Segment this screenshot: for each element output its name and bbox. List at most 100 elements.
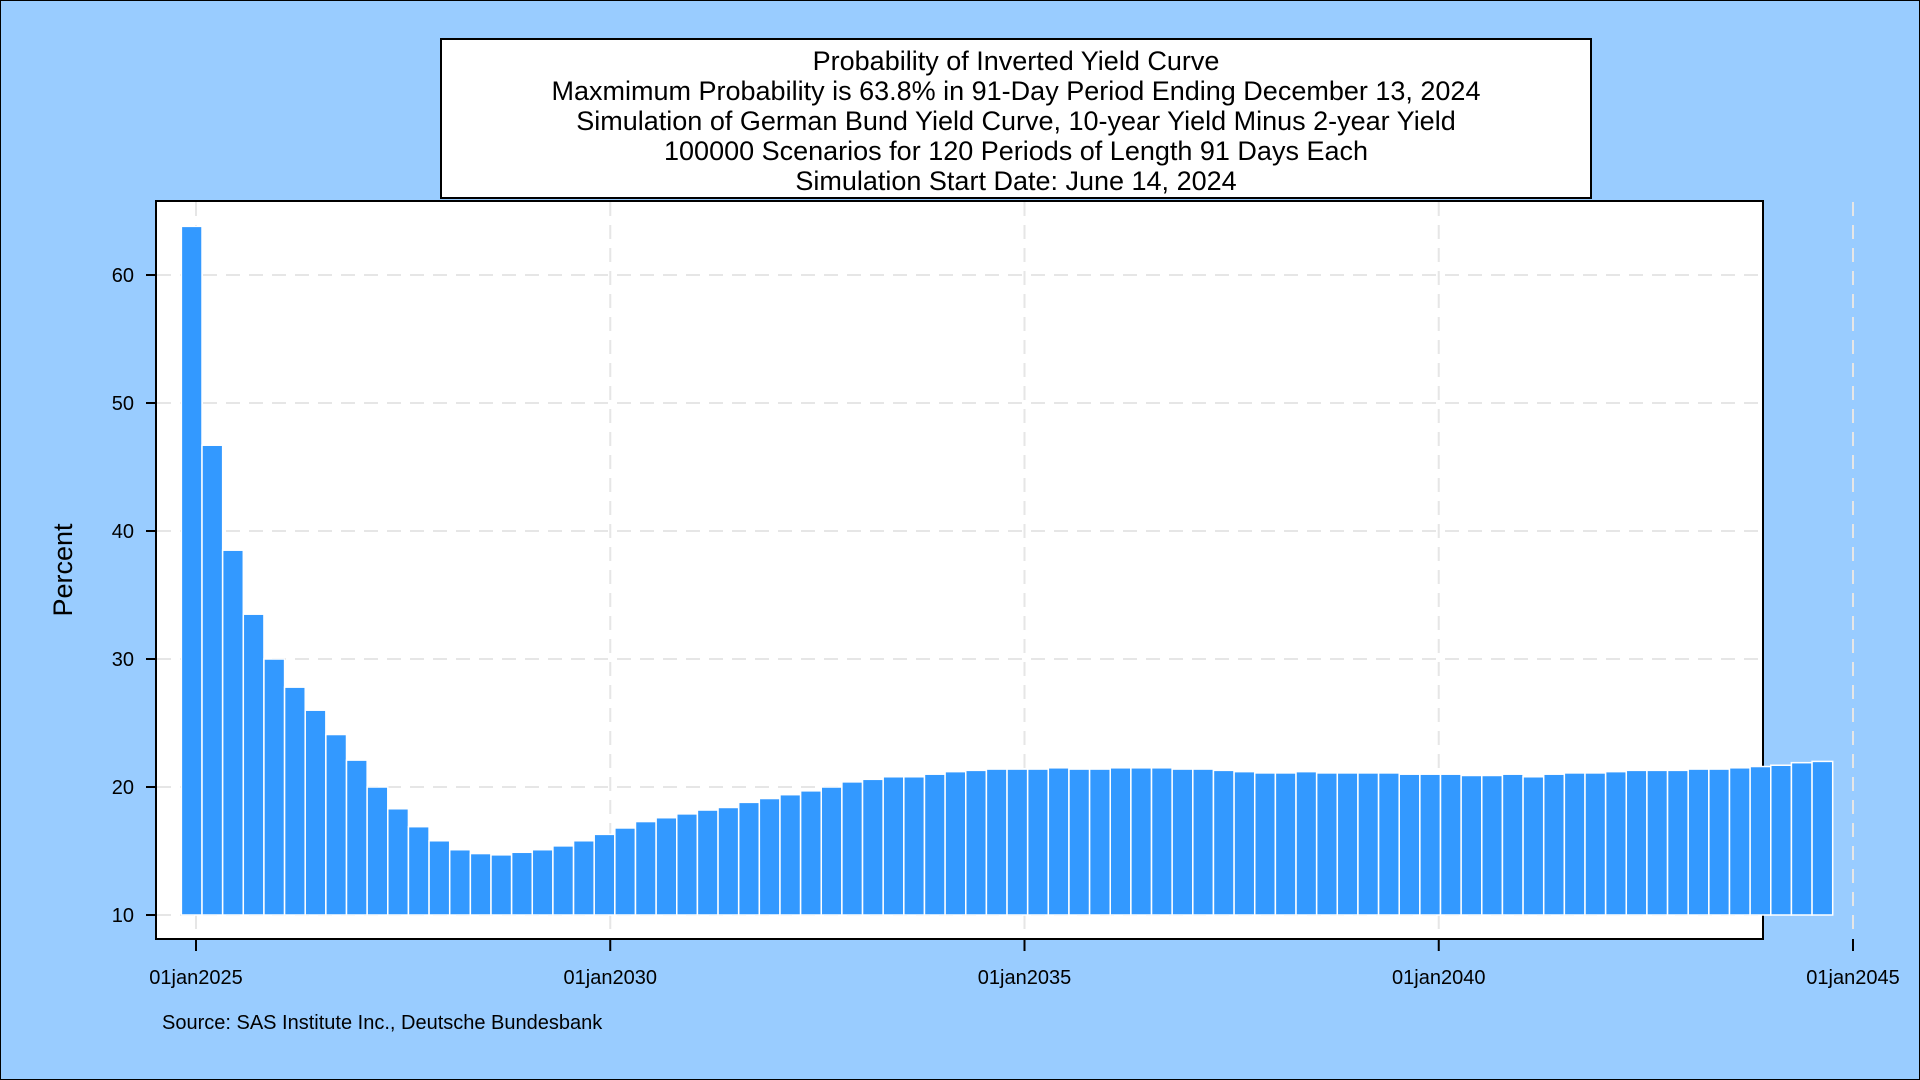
bar (1357, 772, 1380, 916)
chart-subtitle-simulation: Simulation of German Bund Yield Curve, 1… (576, 106, 1456, 136)
bar (1563, 772, 1586, 916)
x-axis: 01jan2025 01jan2030 01jan2035 01jan2040 01ja… (149, 939, 1900, 989)
bar (1253, 772, 1277, 916)
bar (1398, 773, 1421, 916)
bar (1460, 774, 1483, 916)
x-tick-label: 01jan2025 (149, 967, 242, 989)
bar (1192, 768, 1215, 916)
y-tick-label: 10 (112, 905, 134, 927)
bar (1109, 767, 1132, 916)
source-note: Source: SAS Institute Inc., Deutsche Bun… (162, 1012, 603, 1034)
bar (737, 801, 761, 916)
bar (448, 848, 472, 916)
bar (1419, 773, 1442, 916)
chart-subtitle-max-probability: Maxmimum Probability is 63.8% in 91-Day … (551, 76, 1481, 106)
bar (655, 816, 678, 916)
bar (242, 613, 265, 916)
bar (923, 773, 946, 916)
bar (387, 808, 410, 916)
bar (1501, 773, 1524, 916)
bar (696, 809, 719, 916)
y-axis: 10 20 30 40 50 60 (112, 265, 156, 927)
bar (1150, 767, 1173, 916)
bar (1295, 770, 1318, 916)
bar (221, 549, 245, 916)
bar (510, 851, 534, 916)
x-tick-label: 01jan2030 (564, 967, 657, 989)
bar (903, 776, 926, 916)
bar (676, 813, 699, 916)
bar (1584, 772, 1607, 916)
bar (841, 781, 864, 916)
bar (1522, 776, 1545, 916)
bar (820, 786, 843, 916)
bar (428, 840, 451, 916)
bar (572, 840, 595, 916)
bar (469, 852, 492, 916)
bar (593, 833, 616, 916)
y-tick-label: 60 (112, 265, 134, 287)
y-axis-label: Percent (48, 523, 78, 617)
chart-title: Probability of Inverted Yield Curve (812, 46, 1220, 76)
bar (325, 733, 348, 916)
y-tick-label: 40 (112, 521, 134, 543)
bar (1130, 767, 1153, 916)
bar (1006, 768, 1029, 916)
bar (1233, 770, 1256, 916)
bar (717, 806, 740, 916)
bar (1274, 772, 1297, 916)
bar (490, 854, 513, 916)
bar (1377, 772, 1400, 916)
x-tick-label: 01jan2040 (1392, 967, 1485, 989)
x-tick-label: 01jan2035 (978, 967, 1071, 989)
bar (1708, 768, 1731, 916)
bar (1171, 768, 1194, 916)
bar (304, 709, 327, 916)
bar (985, 768, 1008, 916)
bar (366, 786, 389, 916)
bar (1646, 769, 1669, 916)
bar (861, 778, 884, 916)
chart-subtitle-scenarios: 100000 Scenarios for 120 Periods of Leng… (664, 136, 1368, 166)
bar (965, 769, 988, 916)
bar (634, 820, 657, 916)
bar (1212, 769, 1235, 916)
x-tick-label: 01jan2045 (1806, 967, 1899, 989)
bar (882, 776, 905, 916)
bar (1439, 773, 1462, 916)
bar (1315, 772, 1339, 916)
bar (1604, 770, 1628, 916)
bar (180, 225, 203, 916)
bar (1770, 764, 1793, 916)
bar (758, 797, 781, 916)
bar (799, 790, 823, 916)
bar (1728, 767, 1751, 916)
y-tick-label: 30 (112, 649, 134, 671)
bar (531, 848, 554, 916)
bar (614, 827, 637, 916)
bar (283, 686, 306, 916)
bar (1336, 772, 1359, 916)
bar (1542, 773, 1566, 916)
bar (779, 793, 802, 916)
bar (1481, 774, 1504, 916)
chart-subtitle-start-date: Simulation Start Date: June 14, 2024 (795, 166, 1237, 196)
bar (1047, 767, 1070, 916)
bar (552, 845, 575, 916)
bar (1068, 768, 1091, 916)
bar (944, 770, 967, 916)
chart-title-box: Probability of Inverted Yield Curve Maxm… (440, 38, 1592, 199)
bar (345, 759, 368, 916)
y-tick-label: 20 (112, 777, 134, 799)
bar (1811, 760, 1834, 916)
bar (201, 444, 224, 916)
bar (1026, 768, 1050, 916)
bar (1088, 768, 1111, 916)
bar (263, 658, 286, 916)
bar (1687, 768, 1710, 916)
bar (1625, 769, 1648, 916)
bar (407, 825, 430, 916)
bars (180, 225, 1834, 916)
bar (1666, 769, 1689, 916)
